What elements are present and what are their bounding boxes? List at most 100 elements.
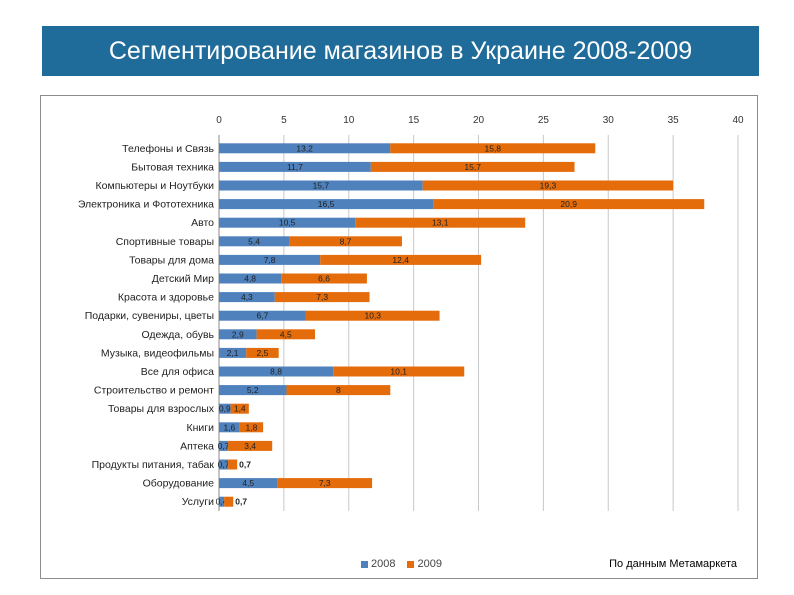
bar-2008-18 <box>219 478 278 489</box>
category-label-7: Детский Мир <box>152 273 214 285</box>
x-tick-label-25: 25 <box>538 115 550 126</box>
legend-swatch-2009 <box>407 560 415 568</box>
data-label-2008-11: 2,1 <box>227 348 239 358</box>
category-label-16: Аптека <box>180 440 214 452</box>
bar-2009-5 <box>289 236 402 247</box>
category-label-8: Красота и здоровье <box>118 292 214 304</box>
bar-2009-17 <box>228 459 238 470</box>
bar-2009-13 <box>286 385 391 396</box>
chart-frame: 0 5 10 15 20 25 30 35 40 Телефоны и Связь 13,2 15,8… <box>40 95 758 579</box>
bar-2009-15 <box>239 422 264 433</box>
data-label-2008-7: 4,8 <box>244 274 256 284</box>
bar-2008-4 <box>219 217 356 228</box>
x-tick-label-0: 0 <box>216 115 222 126</box>
x-tick-label-30: 30 <box>603 115 615 126</box>
data-label-2009-1: 15,7 <box>464 162 481 172</box>
bar-2009-9 <box>305 310 440 321</box>
data-label-2008-6: 7,8 <box>264 255 276 265</box>
bar-2008-12 <box>219 366 334 377</box>
data-label-2009-7: 6,6 <box>318 274 330 284</box>
bar-2009-14 <box>230 403 249 414</box>
bar-2009-10 <box>256 329 316 340</box>
data-label-2008-9: 6,7 <box>257 311 269 321</box>
bar-2009-2 <box>422 180 674 191</box>
bar-2009-18 <box>277 478 373 489</box>
title-bar: Сегментирование магазинов в Украине 2008… <box>42 26 759 76</box>
data-label-2008-0: 13,2 <box>296 143 313 153</box>
bar-2009-7 <box>281 273 367 284</box>
data-label-2009-4: 13,1 <box>432 218 449 228</box>
category-label-14: Товары для взрослых <box>108 403 215 415</box>
bar-2008-2 <box>219 180 423 191</box>
data-label-2009-6: 12,4 <box>392 255 409 265</box>
data-label-2008-14: 0,9 <box>219 404 231 414</box>
chart-legend: 2008 2009 <box>361 558 442 570</box>
bar-2009-3 <box>433 199 705 210</box>
bar-2009-6 <box>320 254 482 265</box>
data-label-2009-11: 2,5 <box>257 348 269 358</box>
bar-2008-13 <box>219 385 287 396</box>
data-label-2009-12: 10,1 <box>390 367 407 377</box>
legend-item-2009: 2009 <box>407 558 442 570</box>
data-label-2009-10: 4,5 <box>280 329 292 339</box>
data-label-2009-16: 3,4 <box>244 441 256 451</box>
bar-2009-0 <box>390 143 596 154</box>
data-label-2008-3: 16,5 <box>318 199 335 209</box>
x-tick-label-5: 5 <box>281 115 287 126</box>
bar-2008-8 <box>219 292 275 303</box>
bar-2008-14 <box>219 403 231 414</box>
bar-2008-19 <box>219 496 225 507</box>
category-label-15: Книги <box>187 422 215 434</box>
data-label-2008-16: 0,7 <box>218 441 230 451</box>
data-label-2009-0: 15,8 <box>484 143 501 153</box>
data-label-2009-14: 1,4 <box>234 404 246 414</box>
category-label-0: Телефоны и Связь <box>122 143 214 155</box>
data-label-2009-9: 10,3 <box>364 311 381 321</box>
legend-swatch-2008 <box>361 560 368 568</box>
bar-2008-3 <box>219 199 434 210</box>
bar-2009-12 <box>333 366 465 377</box>
bar-2009-16 <box>228 440 273 451</box>
data-label-2008-12: 8,8 <box>270 367 282 377</box>
data-label-2009-13: 8 <box>336 385 341 395</box>
data-label-2009-2: 19,3 <box>540 181 557 191</box>
data-label-2009-17: 0,7 <box>239 460 251 470</box>
bar-2009-4 <box>355 217 526 228</box>
category-label-9: Подарки, сувениры, цветы <box>85 310 214 322</box>
data-label-2008-4: 10,5 <box>279 218 296 228</box>
bar-2008-7 <box>219 273 282 284</box>
data-label-2009-8: 7,3 <box>316 292 328 302</box>
category-label-11: Музыка, видеофильмы <box>101 347 214 359</box>
bar-2008-16 <box>219 440 229 451</box>
x-tick-label-15: 15 <box>408 115 420 126</box>
category-label-6: Товары для дома <box>129 254 214 266</box>
source-note: По данным Метамаркета <box>609 558 737 570</box>
data-label-2008-1: 11,7 <box>287 162 303 172</box>
data-label-2008-17: 0,7 <box>218 460 230 470</box>
category-label-1: Бытовая техника <box>131 161 214 173</box>
data-label-2009-19: 0,7 <box>235 497 247 507</box>
category-label-10: Одежда, обувь <box>141 329 214 341</box>
bar-2009-19 <box>224 496 234 507</box>
category-label-3: Электроника и Фототехника <box>78 199 214 211</box>
bar-2008-17 <box>219 459 229 470</box>
page-title: Сегментирование магазинов в Украине 2008… <box>108 36 693 65</box>
bar-2008-5 <box>219 236 290 247</box>
data-label-2008-5: 5,4 <box>248 236 260 246</box>
x-tick-label-35: 35 <box>668 115 680 126</box>
legend-label-2009: 2009 <box>417 558 442 570</box>
data-label-2008-10: 2,9 <box>232 329 244 339</box>
bar-2008-0 <box>219 143 391 154</box>
data-label-2009-18: 7,3 <box>319 478 331 488</box>
bar-2008-15 <box>219 422 240 433</box>
category-label-4: Авто <box>191 217 214 229</box>
x-tick-label-40: 40 <box>732 115 744 126</box>
category-label-13: Строительство и ремонт <box>94 385 214 397</box>
x-tick-label-20: 20 <box>473 115 485 126</box>
x-tick-label-10: 10 <box>343 115 355 126</box>
bar-2009-8 <box>274 292 370 303</box>
data-label-2008-8: 4,3 <box>241 292 253 302</box>
category-label-2: Компьютеры и Ноутбуки <box>96 180 215 192</box>
stacked-bar-chart: 0 5 10 15 20 25 30 35 40 Телефоны и Связь 13,2 15,8… <box>78 115 744 511</box>
data-label-2008-19: 0,4 <box>216 497 228 507</box>
